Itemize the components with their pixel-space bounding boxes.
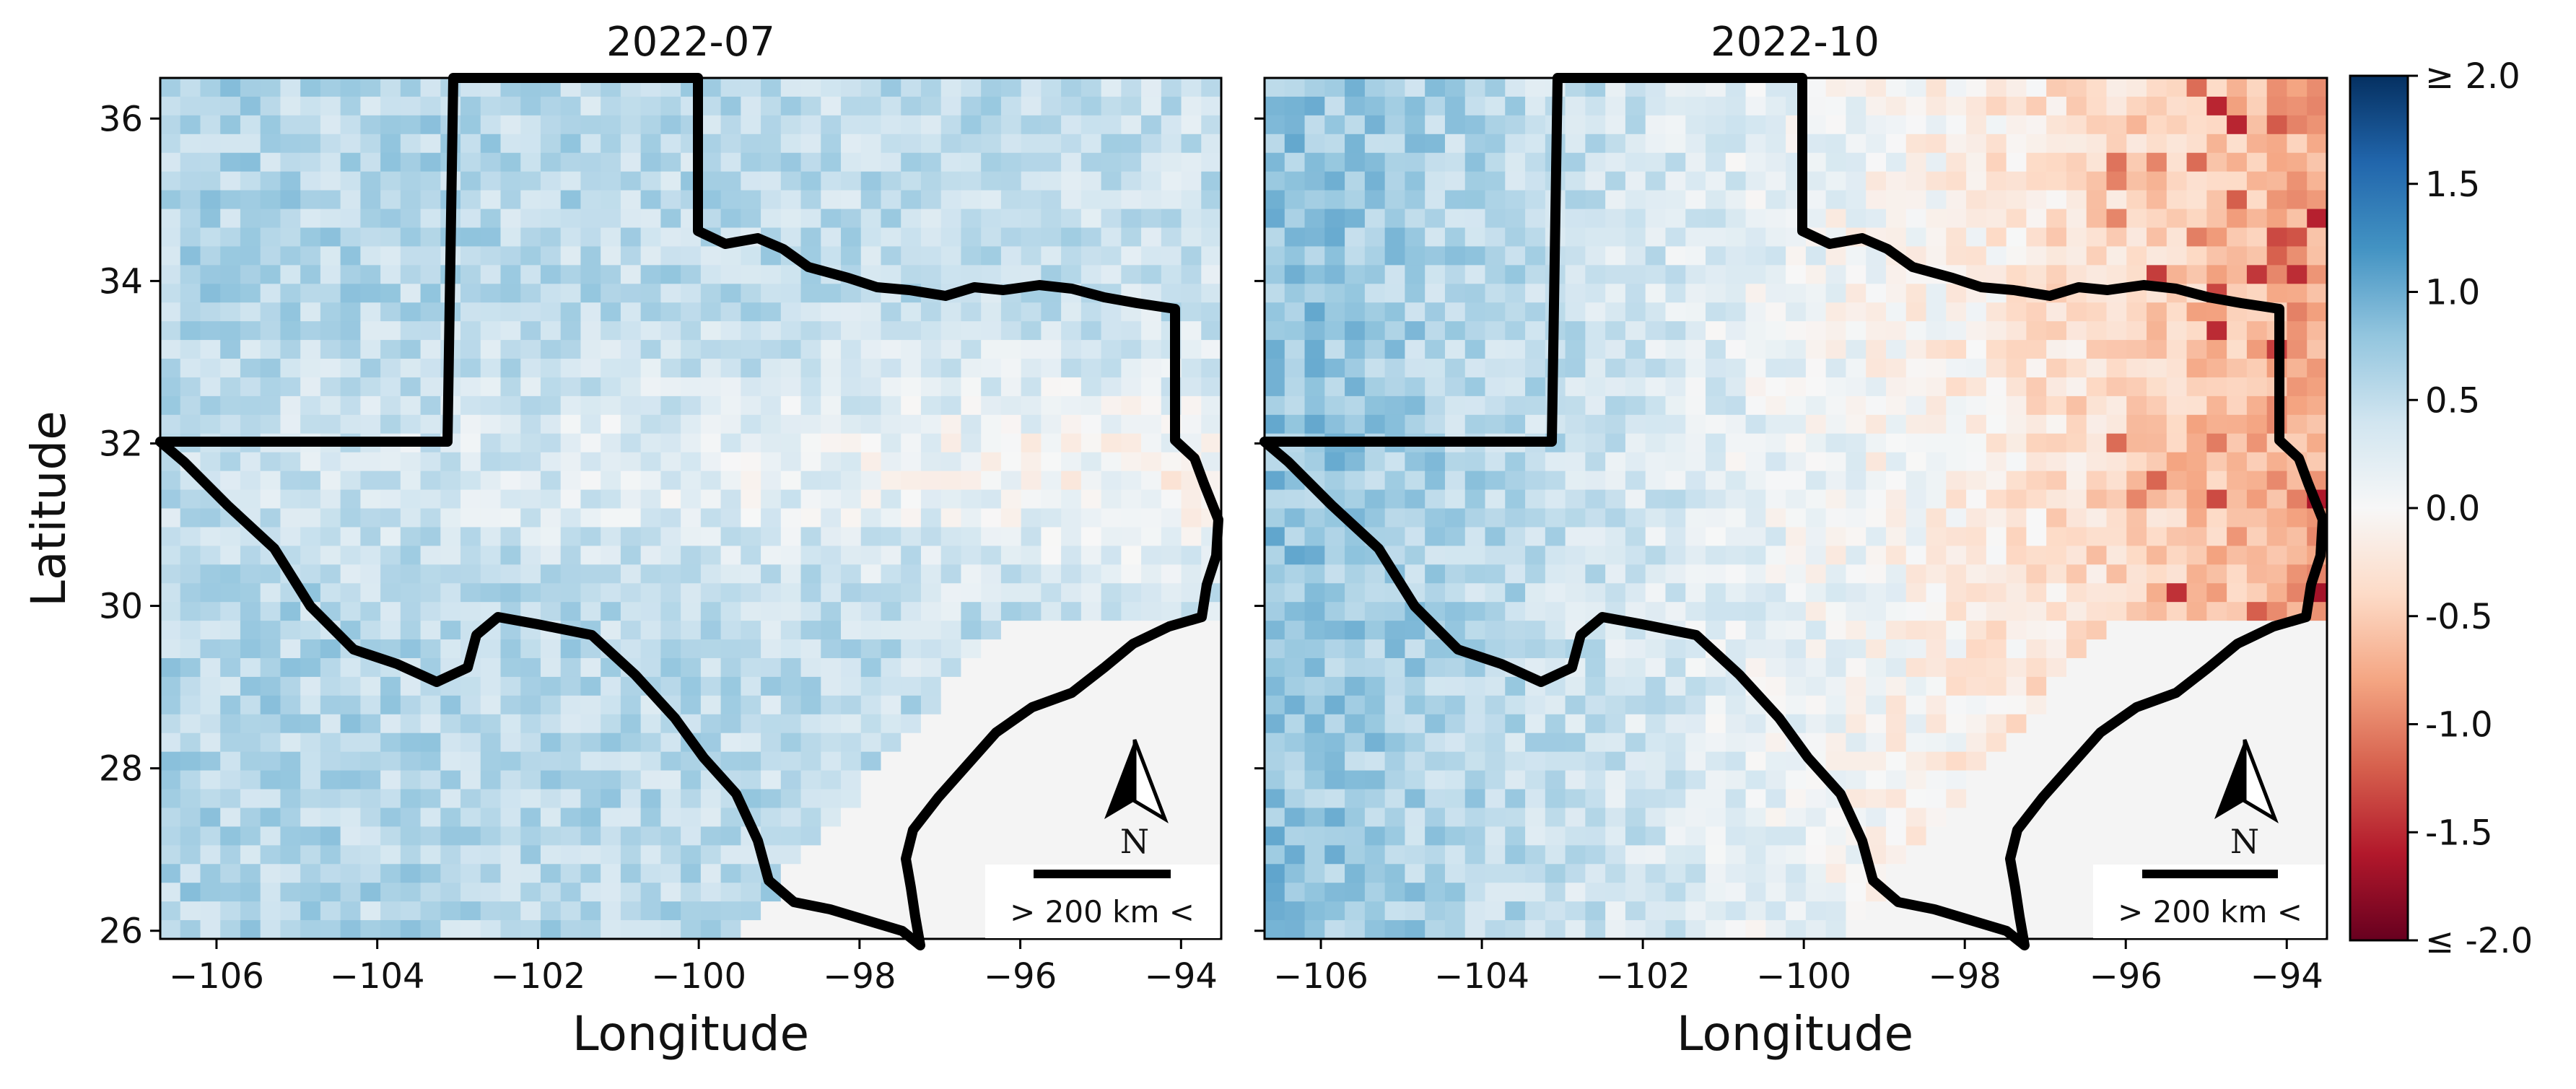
x-tick-label: −102 xyxy=(490,956,585,997)
scale-bar-label: > 200 km < xyxy=(1010,894,1195,930)
colorbar-tick-label: -1.0 xyxy=(2425,705,2493,745)
map-panel-2022-10: 2022-10 N > 200 km < −106 −104 −102 −100 −98… xyxy=(1254,19,2328,1062)
y-tick-label: 34 xyxy=(99,261,143,302)
x-tick-label: −100 xyxy=(651,956,746,997)
x-tick-label: −106 xyxy=(169,956,264,997)
y-axis xyxy=(1254,117,1265,932)
map-panel-2022-07: 2022-07 N > 200 km < −106 −104 −102 −100 −98… xyxy=(21,19,1223,1062)
x-tick-label: −100 xyxy=(1756,956,1851,997)
x-tick-label: −98 xyxy=(1929,956,2001,997)
north-label: N xyxy=(2230,822,2259,861)
y-axis: 26 28 30 32 34 36 xyxy=(99,99,160,952)
x-axis-label: Longitude xyxy=(1677,1006,1913,1062)
y-tick-label: 36 xyxy=(99,99,143,139)
heatmap-cells xyxy=(160,78,1222,940)
x-tick-label: −96 xyxy=(2090,956,2162,997)
colorbar-ticks: ≥ 2.0 1.5 1.0 0.5 0.0 -0.5 -1.0 -1.5 ≤ -2.0 xyxy=(2408,56,2533,961)
plot-frame xyxy=(1263,76,2328,940)
scale-bar xyxy=(1034,870,1171,878)
colorbar-tick-label: 1.5 xyxy=(2425,165,2480,205)
x-tick-label: −98 xyxy=(823,956,896,997)
colorbar-tick-label: 1.0 xyxy=(2425,273,2480,313)
north-arrow: N xyxy=(1104,739,1169,861)
scale-bar xyxy=(2142,870,2278,878)
x-axis: −106 −104 −102 −100 −98 −96 −94 xyxy=(1273,939,2323,997)
colorbar-tick-label: ≤ -2.0 xyxy=(2425,921,2533,961)
scale-bar-label: > 200 km < xyxy=(2118,894,2302,930)
x-tick-label: −104 xyxy=(1434,956,1529,997)
colorbar-tick-label: 0.0 xyxy=(2425,489,2480,529)
heatmap-cells xyxy=(1265,78,2328,940)
x-tick-label: −106 xyxy=(1273,956,1368,997)
x-axis-label: Longitude xyxy=(572,1006,809,1062)
north-arrow-icon xyxy=(1104,740,1135,819)
y-axis-label: Latitude xyxy=(21,411,77,607)
north-arrow: N xyxy=(2214,739,2279,861)
colorbar: ≥ 2.0 1.5 1.0 0.5 0.0 -0.5 -1.0 -1.5 ≤ -2.0 xyxy=(2349,56,2533,961)
panel-title: 2022-07 xyxy=(606,19,775,66)
x-tick-label: −94 xyxy=(1145,956,1218,997)
colorbar-tick-label: -0.5 xyxy=(2425,597,2493,637)
x-axis: −106 −104 −102 −100 −98 −96 −94 xyxy=(169,939,1218,997)
x-tick-label: −94 xyxy=(2250,956,2323,997)
y-tick-label: 30 xyxy=(99,587,143,627)
texas-border xyxy=(155,73,1223,950)
x-tick-label: −102 xyxy=(1595,956,1690,997)
y-tick-label: 26 xyxy=(99,911,143,952)
plot-frame xyxy=(159,76,1223,940)
colorbar-tick-label: 0.5 xyxy=(2425,380,2480,421)
north-arrow-icon xyxy=(2214,740,2245,819)
colorbar-tick-label: ≥ 2.0 xyxy=(2425,56,2520,97)
x-tick-label: −104 xyxy=(330,956,425,997)
texas-border xyxy=(1259,73,2328,950)
colorbar-gradient xyxy=(2349,74,2409,942)
y-tick-label: 32 xyxy=(99,424,143,464)
panel-title: 2022-10 xyxy=(1711,19,1879,66)
y-tick-label: 28 xyxy=(99,749,143,790)
north-label: N xyxy=(1120,822,1149,861)
x-tick-label: −96 xyxy=(984,956,1057,997)
colorbar-tick-label: -1.5 xyxy=(2425,813,2493,853)
